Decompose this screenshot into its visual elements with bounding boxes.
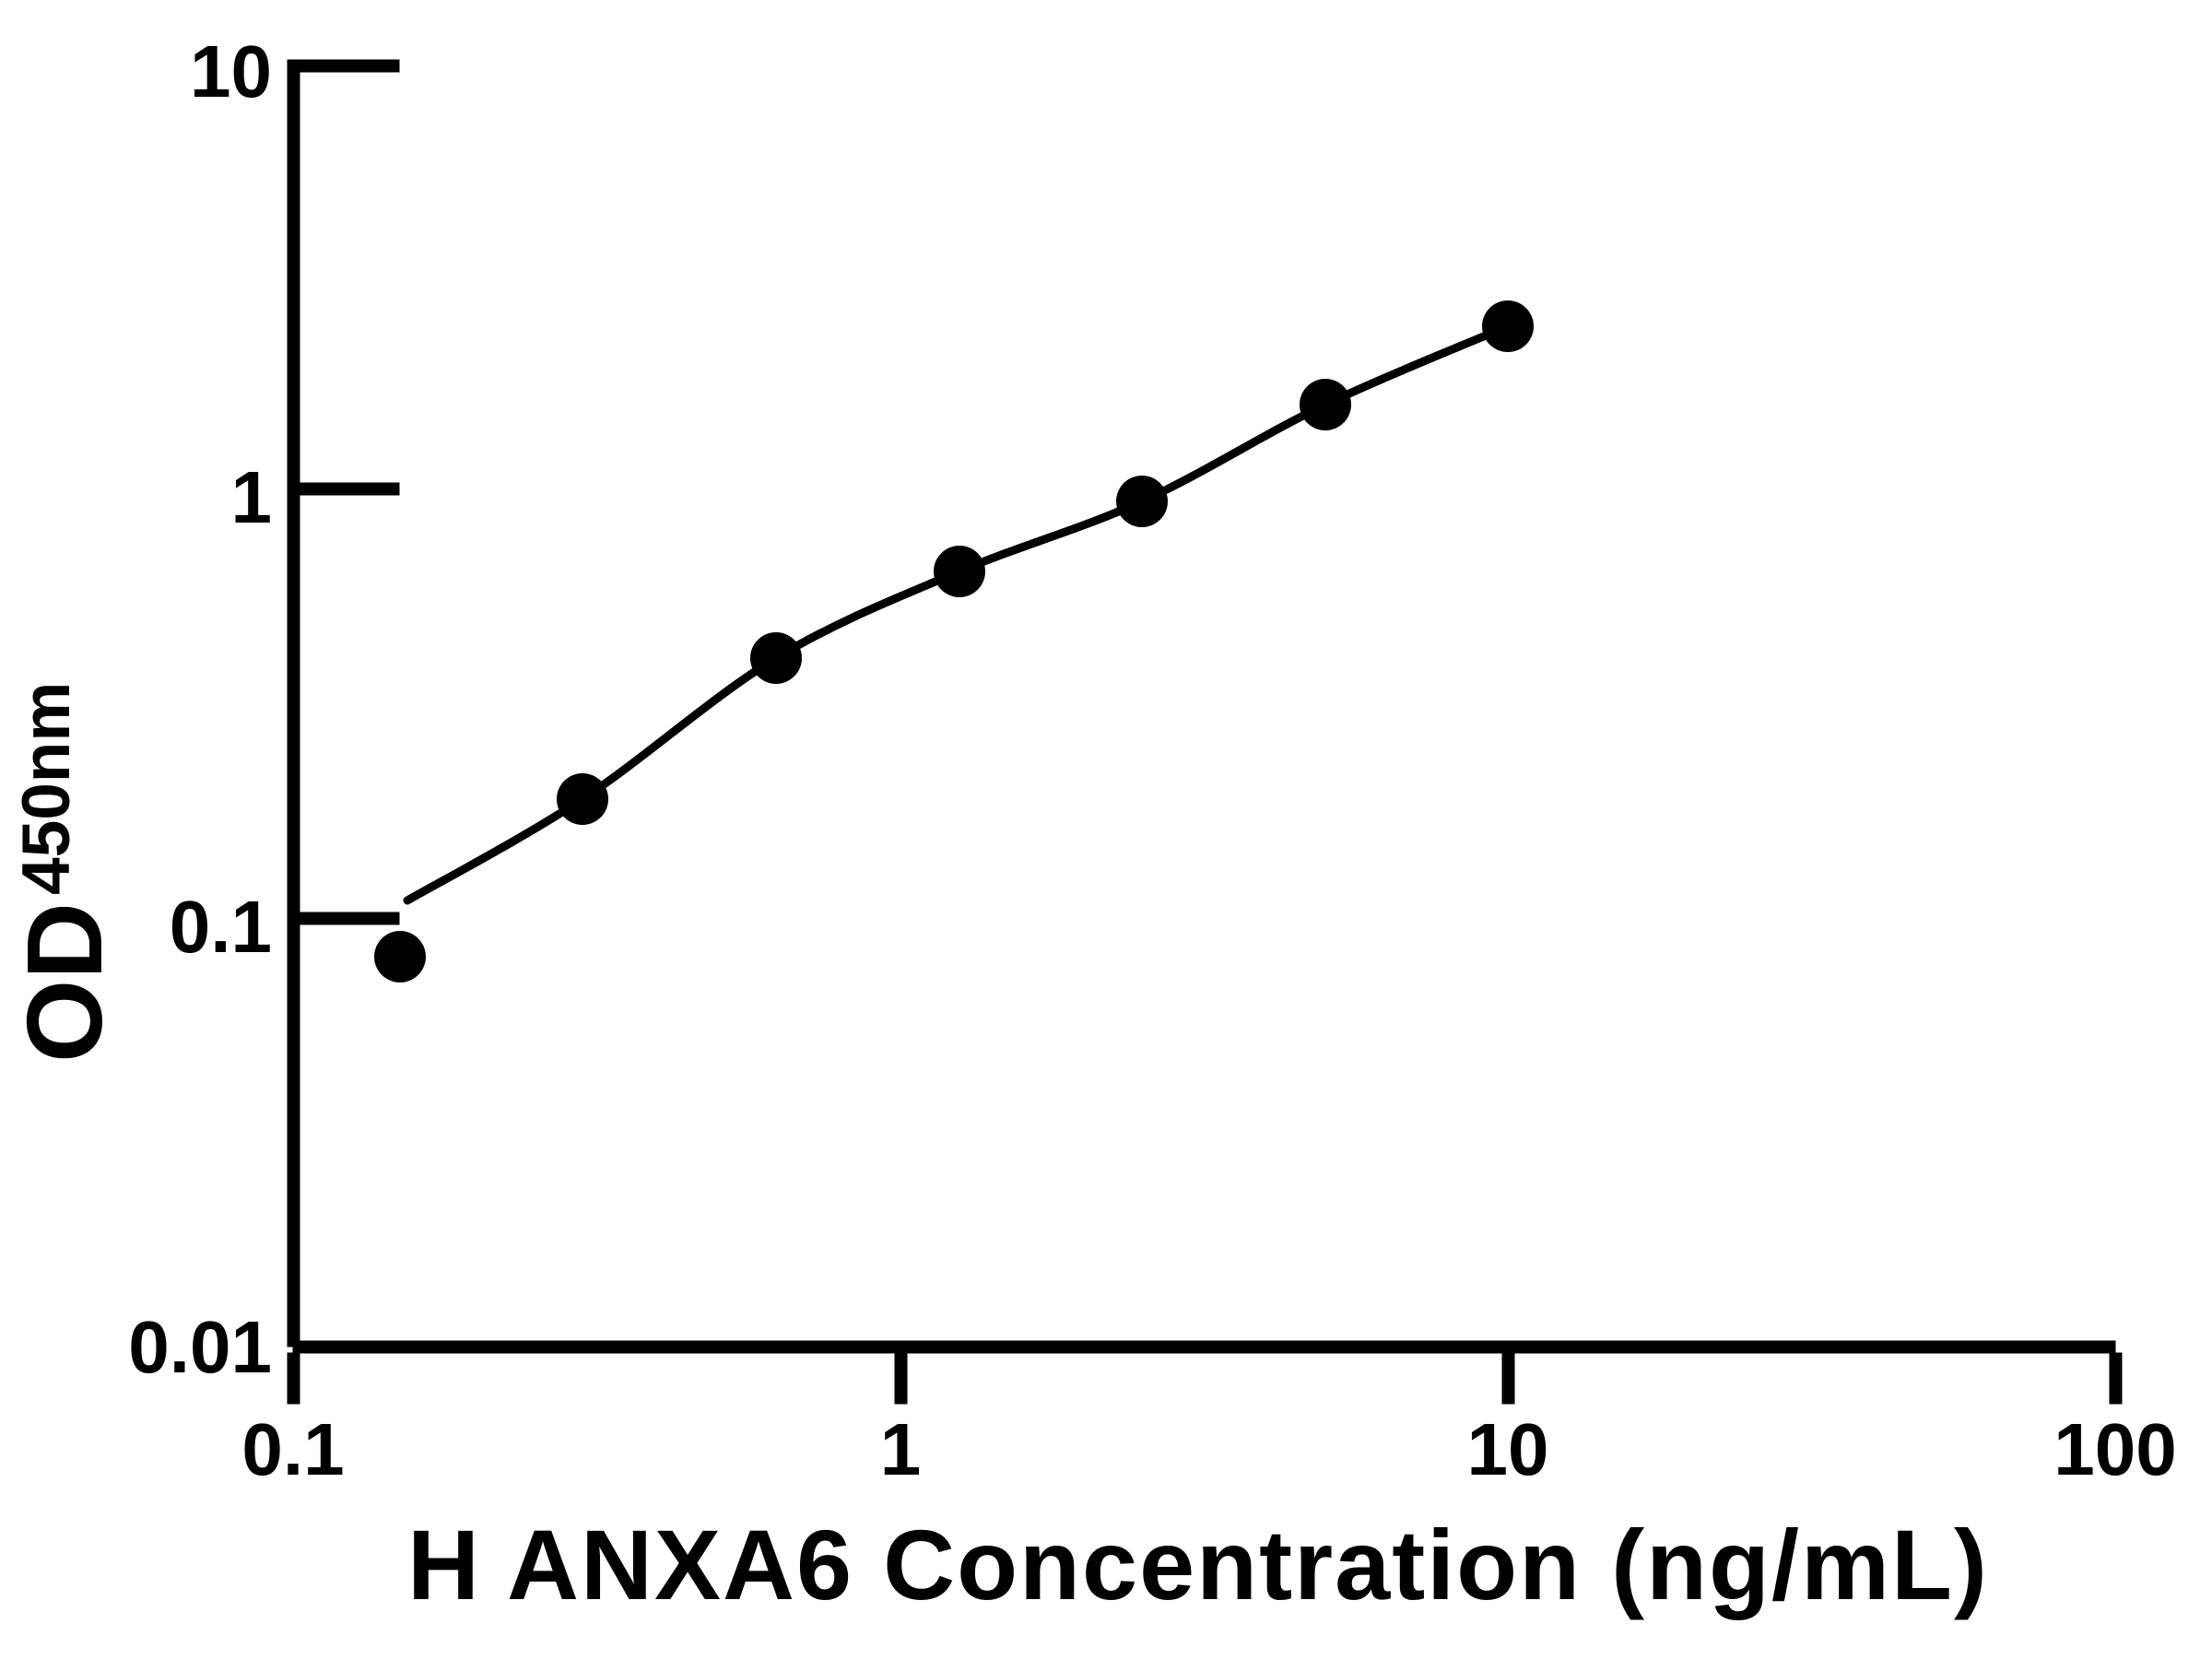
svg-text:100: 100 xyxy=(2053,1408,2176,1490)
svg-text:1: 1 xyxy=(231,456,273,538)
svg-text:1: 1 xyxy=(880,1408,922,1490)
svg-text:H ANXA6 Concentration (ng/mL): H ANXA6 Concentration (ng/mL) xyxy=(407,1509,1989,1620)
svg-text:10: 10 xyxy=(1467,1408,1549,1490)
svg-text:0.01: 0.01 xyxy=(128,1306,272,1388)
svg-text:0.1: 0.1 xyxy=(241,1408,344,1490)
svg-text:10: 10 xyxy=(190,30,272,112)
svg-text:450nm: 450nm xyxy=(9,682,84,895)
svg-text:OD: OD xyxy=(5,902,124,1063)
svg-text:0.1: 0.1 xyxy=(170,886,272,968)
